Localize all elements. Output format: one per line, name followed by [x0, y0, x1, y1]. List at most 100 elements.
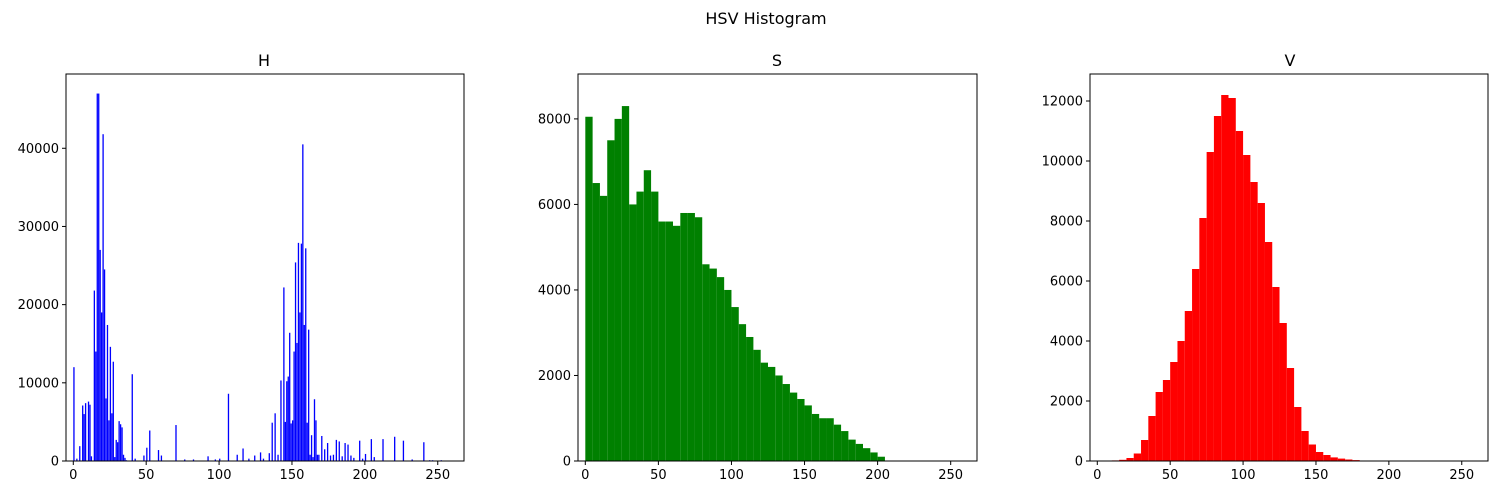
- x-tick-label: 0: [581, 468, 589, 483]
- y-tick-label: 10000: [18, 376, 59, 391]
- histogram-bar: [114, 457, 116, 461]
- histogram-bar: [826, 418, 834, 461]
- x-tick-label: 150: [280, 468, 305, 483]
- histogram-bar: [1126, 458, 1134, 461]
- histogram-bar: [855, 443, 863, 461]
- histogram-bar: [687, 212, 695, 461]
- histogram-bar: [1279, 323, 1287, 461]
- histogram-bar: [819, 418, 827, 461]
- y-tick-label: 2000: [1050, 395, 1083, 410]
- histogram-bar: [1250, 182, 1258, 461]
- histogram-bar: [394, 436, 396, 461]
- x-tick-label: 50: [650, 468, 667, 483]
- histogram-bar: [87, 401, 90, 461]
- histogram-bar: [592, 183, 600, 462]
- histogram-bar: [680, 212, 688, 461]
- histogram-bar: [289, 332, 291, 461]
- histogram-bar: [364, 453, 367, 461]
- histogram-bar: [309, 454, 311, 461]
- y-tick-label: 8000: [1050, 215, 1083, 230]
- histogram-bar: [73, 367, 75, 461]
- histogram-bar: [100, 312, 103, 461]
- histogram-bar: [103, 269, 106, 461]
- histogram-bar: [738, 324, 747, 461]
- histogram-bar: [115, 439, 117, 461]
- histogram-bar: [1257, 203, 1265, 461]
- panel-v: V 0 50 100 150 200 250 0 2000 4000 6000 8000 10000 1…: [1042, 51, 1489, 483]
- histogram-bar: [227, 393, 230, 461]
- histogram-bar: [146, 447, 148, 461]
- histogram-bar: [236, 454, 238, 461]
- histogram-bar: [160, 455, 163, 461]
- histogram-bar: [797, 398, 805, 461]
- histogram-bar: [1155, 392, 1163, 461]
- histogram-bar: [299, 312, 301, 461]
- histogram-bar: [724, 289, 732, 461]
- histogram-bar: [143, 455, 145, 461]
- histogram-bar: [760, 362, 768, 461]
- histogram-bar: [665, 221, 673, 461]
- x-tick-label: 150: [1304, 468, 1329, 483]
- histogram-bar: [111, 413, 113, 461]
- histogram-bar: [248, 458, 250, 461]
- histogram-bar: [1184, 311, 1193, 461]
- histogram-bar: [105, 398, 107, 461]
- histogram-bar: [359, 440, 361, 461]
- histogram-bar: [673, 225, 681, 461]
- histogram-bar: [621, 106, 630, 461]
- histogram-bar: [1192, 269, 1200, 461]
- histogram-bar: [1199, 218, 1207, 461]
- histogram-bar: [1330, 457, 1338, 461]
- x-tick-label: 50: [1162, 468, 1179, 483]
- histogram-bar: [131, 374, 133, 461]
- histogram-bar: [870, 452, 878, 461]
- histogram-bar: [324, 449, 326, 461]
- histogram-bar: [268, 453, 270, 461]
- y-tick-label: 10000: [1042, 155, 1083, 170]
- histogram-bar: [102, 134, 104, 461]
- histogram-bar: [709, 268, 717, 461]
- histogram-bar: [1148, 416, 1156, 461]
- histogram-bar: [607, 140, 615, 461]
- histogram-bar: [93, 290, 96, 461]
- histogram-bar: [731, 307, 739, 461]
- histogram-bar: [332, 454, 335, 461]
- histogram-bar: [370, 439, 373, 461]
- figure-suptitle: HSV Histogram: [705, 9, 826, 28]
- histogram-bar: [1119, 459, 1127, 461]
- histogram-bar: [811, 413, 820, 461]
- x-tick-label: 150: [792, 468, 817, 483]
- panel-h: H 0 50 100 150 200 250 0 10000 20000 30000 40000: [18, 51, 465, 483]
- histogram-bar: [636, 191, 644, 461]
- histogram-bar: [768, 366, 776, 461]
- histogram-bar: [353, 457, 355, 461]
- histogram-bar: [313, 399, 316, 461]
- x-tick-label: 0: [1093, 468, 1101, 483]
- histogram-bar: [614, 118, 622, 462]
- y-tick-label: 20000: [18, 298, 59, 313]
- histogram-bar: [175, 425, 177, 461]
- histogram-bar: [83, 414, 85, 461]
- histogram-bar: [184, 459, 186, 461]
- panel-h-ticks: 0 50 100 150 200 250 0 10000 20000 30000 40000: [18, 142, 451, 483]
- histogram-bar: [411, 459, 413, 461]
- histogram-bar: [782, 384, 790, 461]
- y-tick-label: 6000: [1050, 275, 1083, 290]
- histogram-bar: [89, 404, 91, 461]
- histogram-bar: [308, 329, 310, 461]
- y-tick-label: 4000: [538, 283, 571, 298]
- histogram-bar: [382, 439, 384, 461]
- panel-v-frame: [1089, 73, 1489, 462]
- y-tick-label: 30000: [18, 220, 59, 235]
- histogram-bar: [1141, 440, 1149, 461]
- histogram-bar: [1228, 98, 1236, 461]
- x-tick-label: 250: [938, 468, 963, 483]
- y-tick-label: 0: [51, 455, 59, 470]
- histogram-bar: [350, 455, 352, 461]
- histogram-bar: [112, 361, 114, 461]
- x-tick-label: 250: [1449, 468, 1474, 483]
- y-tick-label: 0: [563, 455, 571, 470]
- y-tick-label: 0: [1075, 455, 1083, 470]
- x-tick-label: 200: [352, 468, 377, 483]
- histogram-bar: [259, 452, 262, 461]
